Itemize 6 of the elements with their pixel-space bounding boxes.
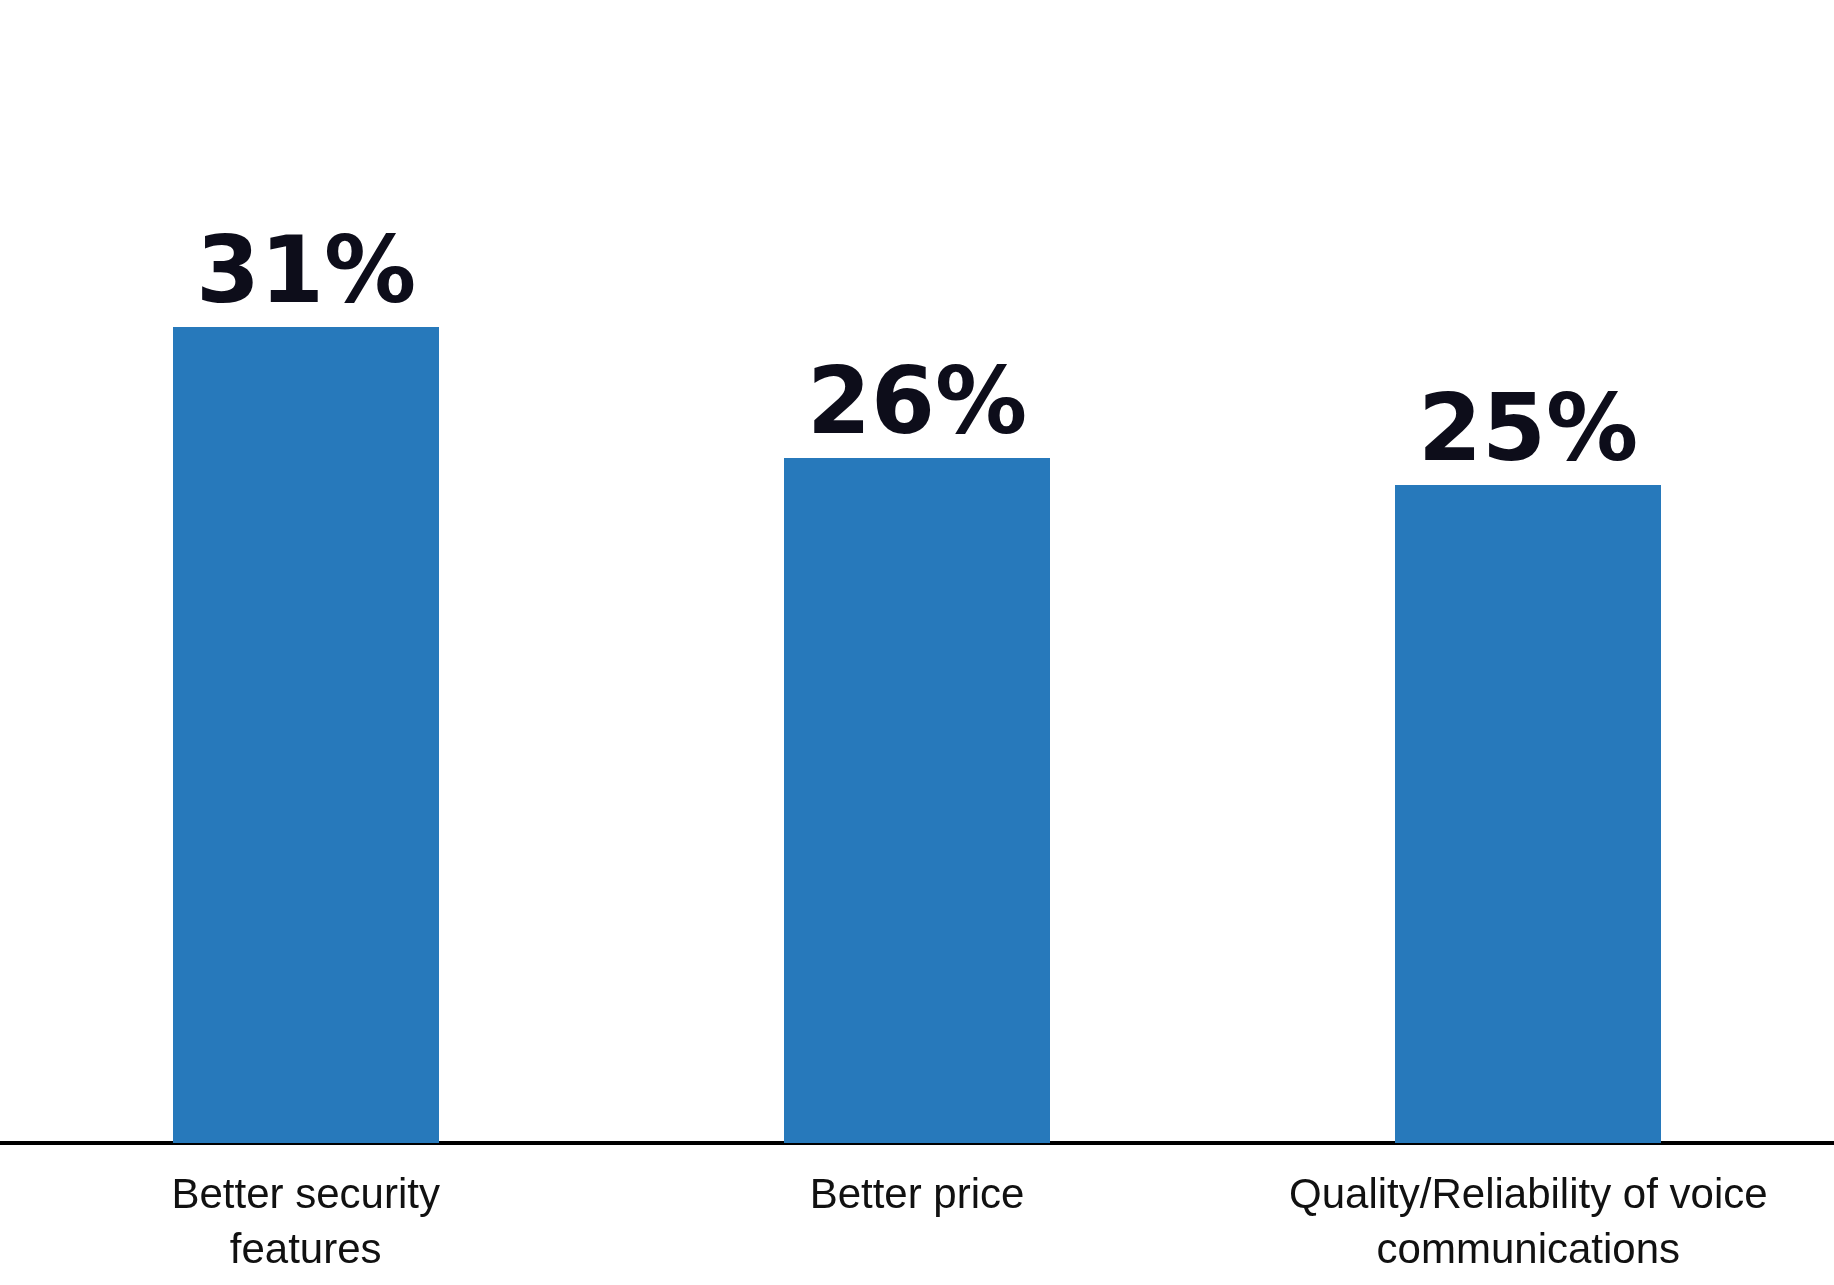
x-tick-label: Quality/Reliability of voice communications xyxy=(1289,1170,1768,1272)
x-tick-label: Better security features xyxy=(171,1170,440,1272)
data-label: 25% xyxy=(1417,375,1639,482)
data-label: 31% xyxy=(195,217,417,324)
x-tick-label: Better price xyxy=(809,1170,1025,1217)
data-label: 26% xyxy=(806,348,1028,455)
